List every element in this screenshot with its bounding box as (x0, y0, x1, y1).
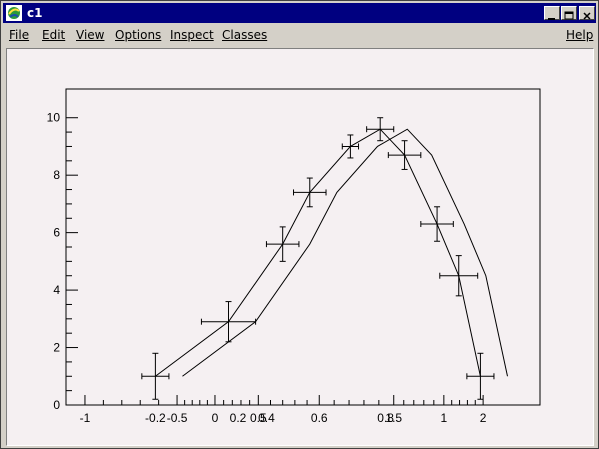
window-title: c1 (27, 6, 43, 20)
maximize-icon (564, 11, 574, 20)
x-tick-label: 1 (441, 411, 448, 425)
maximize-button[interactable] (561, 6, 577, 20)
pad-background (7, 49, 593, 445)
title-bar[interactable]: c1 ✕ (3, 3, 596, 23)
app-icon (6, 5, 22, 21)
svg-text:✕: ✕ (582, 11, 591, 22)
x-tick-label: -0.5 (167, 411, 188, 425)
menu-options[interactable]: Options (115, 28, 162, 42)
x-tick-label: 2 (480, 411, 487, 425)
x-tick-label: 1.5 (385, 411, 402, 425)
x-tick-label: -0.2 (145, 411, 166, 425)
x-tick-label: 0.8 (377, 411, 394, 425)
plot-canvas[interactable]: 0 2 4 6 8 10 -1 -0.2 -0.5 0 0.2 0.50.4 0.6 0.81.5 1 2 (7, 49, 593, 445)
x-tick-label: 0.5 (250, 411, 267, 425)
series (141, 117, 508, 400)
x-tick-label: -1 (80, 411, 91, 425)
x-tick-label: 0.6 (311, 411, 328, 425)
y-tick-label: 0 (53, 398, 60, 412)
menu-view[interactable]: View (76, 28, 105, 42)
menu-help[interactable]: Help (566, 28, 594, 42)
menu-file[interactable]: File (9, 28, 30, 42)
y-tick-label: 10 (47, 111, 61, 125)
y-tick-label: 6 (53, 226, 60, 240)
menu-bar: File Edit View Options Inspect Classes H… (3, 25, 596, 45)
axes: 0 2 4 6 8 10 -1 -0.2 -0.5 0 0.2 0.50.4 0.6 0.81.5 1 2 (47, 111, 487, 425)
close-button[interactable]: ✕ (579, 6, 595, 23)
series-line-1 (155, 128, 481, 377)
y-tick-label: 2 (53, 341, 60, 355)
minimize-icon (548, 18, 555, 20)
x-tick-label: 0.4 (258, 411, 275, 425)
canvas[interactable]: 0 2 4 6 8 10 -1 -0.2 -0.5 0 0.2 0.5 0.4 0.6 0.8 1.5 1 2 (6, 48, 594, 446)
close-icon: ✕ (582, 11, 591, 23)
menu-edit[interactable]: Edit (42, 28, 66, 42)
minimize-button[interactable] (544, 6, 560, 20)
menu-inspect[interactable]: Inspect (170, 28, 214, 42)
y-tick-label: 4 (53, 283, 60, 297)
menu-classes[interactable]: Classes (222, 28, 268, 42)
x-tick-label: 0 (212, 411, 219, 425)
series-line-2 (182, 128, 508, 377)
y-tick-label: 8 (53, 168, 60, 182)
x-tick-label: 0.2 (230, 411, 247, 425)
